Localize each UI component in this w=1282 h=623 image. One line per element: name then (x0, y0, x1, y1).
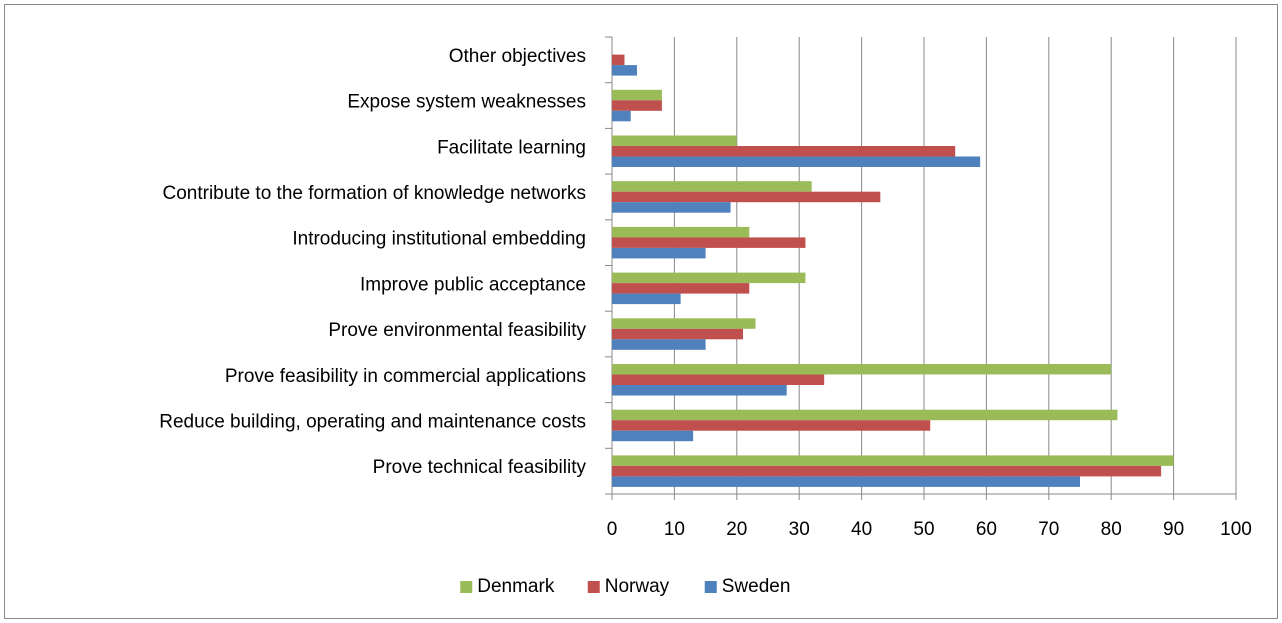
y-tick-label: Reduce building, operating and maintenan… (159, 411, 586, 432)
x-tick-label: 60 (976, 519, 997, 540)
bar (612, 430, 694, 442)
legend-label: Denmark (477, 576, 555, 597)
bar (612, 476, 1080, 487)
y-tick-label: Prove technical feasibility (373, 457, 587, 478)
bar (612, 374, 825, 385)
bar (612, 409, 1118, 421)
x-tick-label: 0 (607, 519, 618, 540)
y-tick-label: Prove feasibility in commercial applicat… (225, 366, 586, 387)
bar (612, 156, 981, 167)
bar (612, 202, 731, 213)
bar (612, 272, 806, 284)
bar (612, 226, 750, 238)
y-tick-label: Prove environmental feasibility (328, 320, 586, 341)
bar (612, 364, 1112, 375)
bar (612, 135, 737, 146)
bar (612, 455, 1174, 466)
legend-swatch (704, 581, 717, 593)
legend-label: Sweden (722, 576, 791, 597)
bar (612, 385, 787, 396)
bar (612, 110, 631, 122)
bar (612, 283, 750, 294)
bar (612, 247, 706, 259)
y-tick-label: Contribute to the formation of knowledge… (162, 183, 586, 204)
legend-swatch (587, 581, 600, 593)
x-tick-label: 40 (851, 519, 872, 540)
x-tick-label: 70 (1038, 519, 1059, 540)
x-tick-label: 30 (789, 519, 810, 540)
bar (612, 89, 662, 101)
legend-swatch (460, 581, 473, 593)
bar (612, 65, 637, 76)
bar (612, 181, 812, 192)
legend-label: Norway (605, 576, 670, 597)
y-tick-label: Expose system weaknesses (347, 92, 586, 113)
x-tick-label: 10 (664, 519, 685, 540)
bar (612, 146, 956, 157)
x-tick-label: 20 (726, 519, 747, 540)
y-tick-label: Improve public acceptance (360, 274, 586, 295)
bar (612, 328, 744, 340)
x-tick-label: 100 (1220, 519, 1252, 540)
bar (612, 465, 1162, 477)
y-tick-label: Other objectives (449, 46, 586, 67)
bar (612, 293, 681, 305)
bar (612, 191, 881, 203)
x-tick-label: 50 (913, 519, 934, 540)
y-tick-label: Facilitate learning (437, 137, 586, 158)
bar (612, 237, 806, 248)
bar (612, 420, 931, 431)
x-tick-label: 80 (1101, 519, 1122, 540)
y-tick-label: Introducing institutional embedding (292, 229, 586, 250)
bar (612, 54, 625, 66)
x-tick-label: 90 (1163, 519, 1184, 540)
bar (612, 339, 706, 350)
bar (612, 318, 756, 329)
bar (612, 100, 662, 111)
